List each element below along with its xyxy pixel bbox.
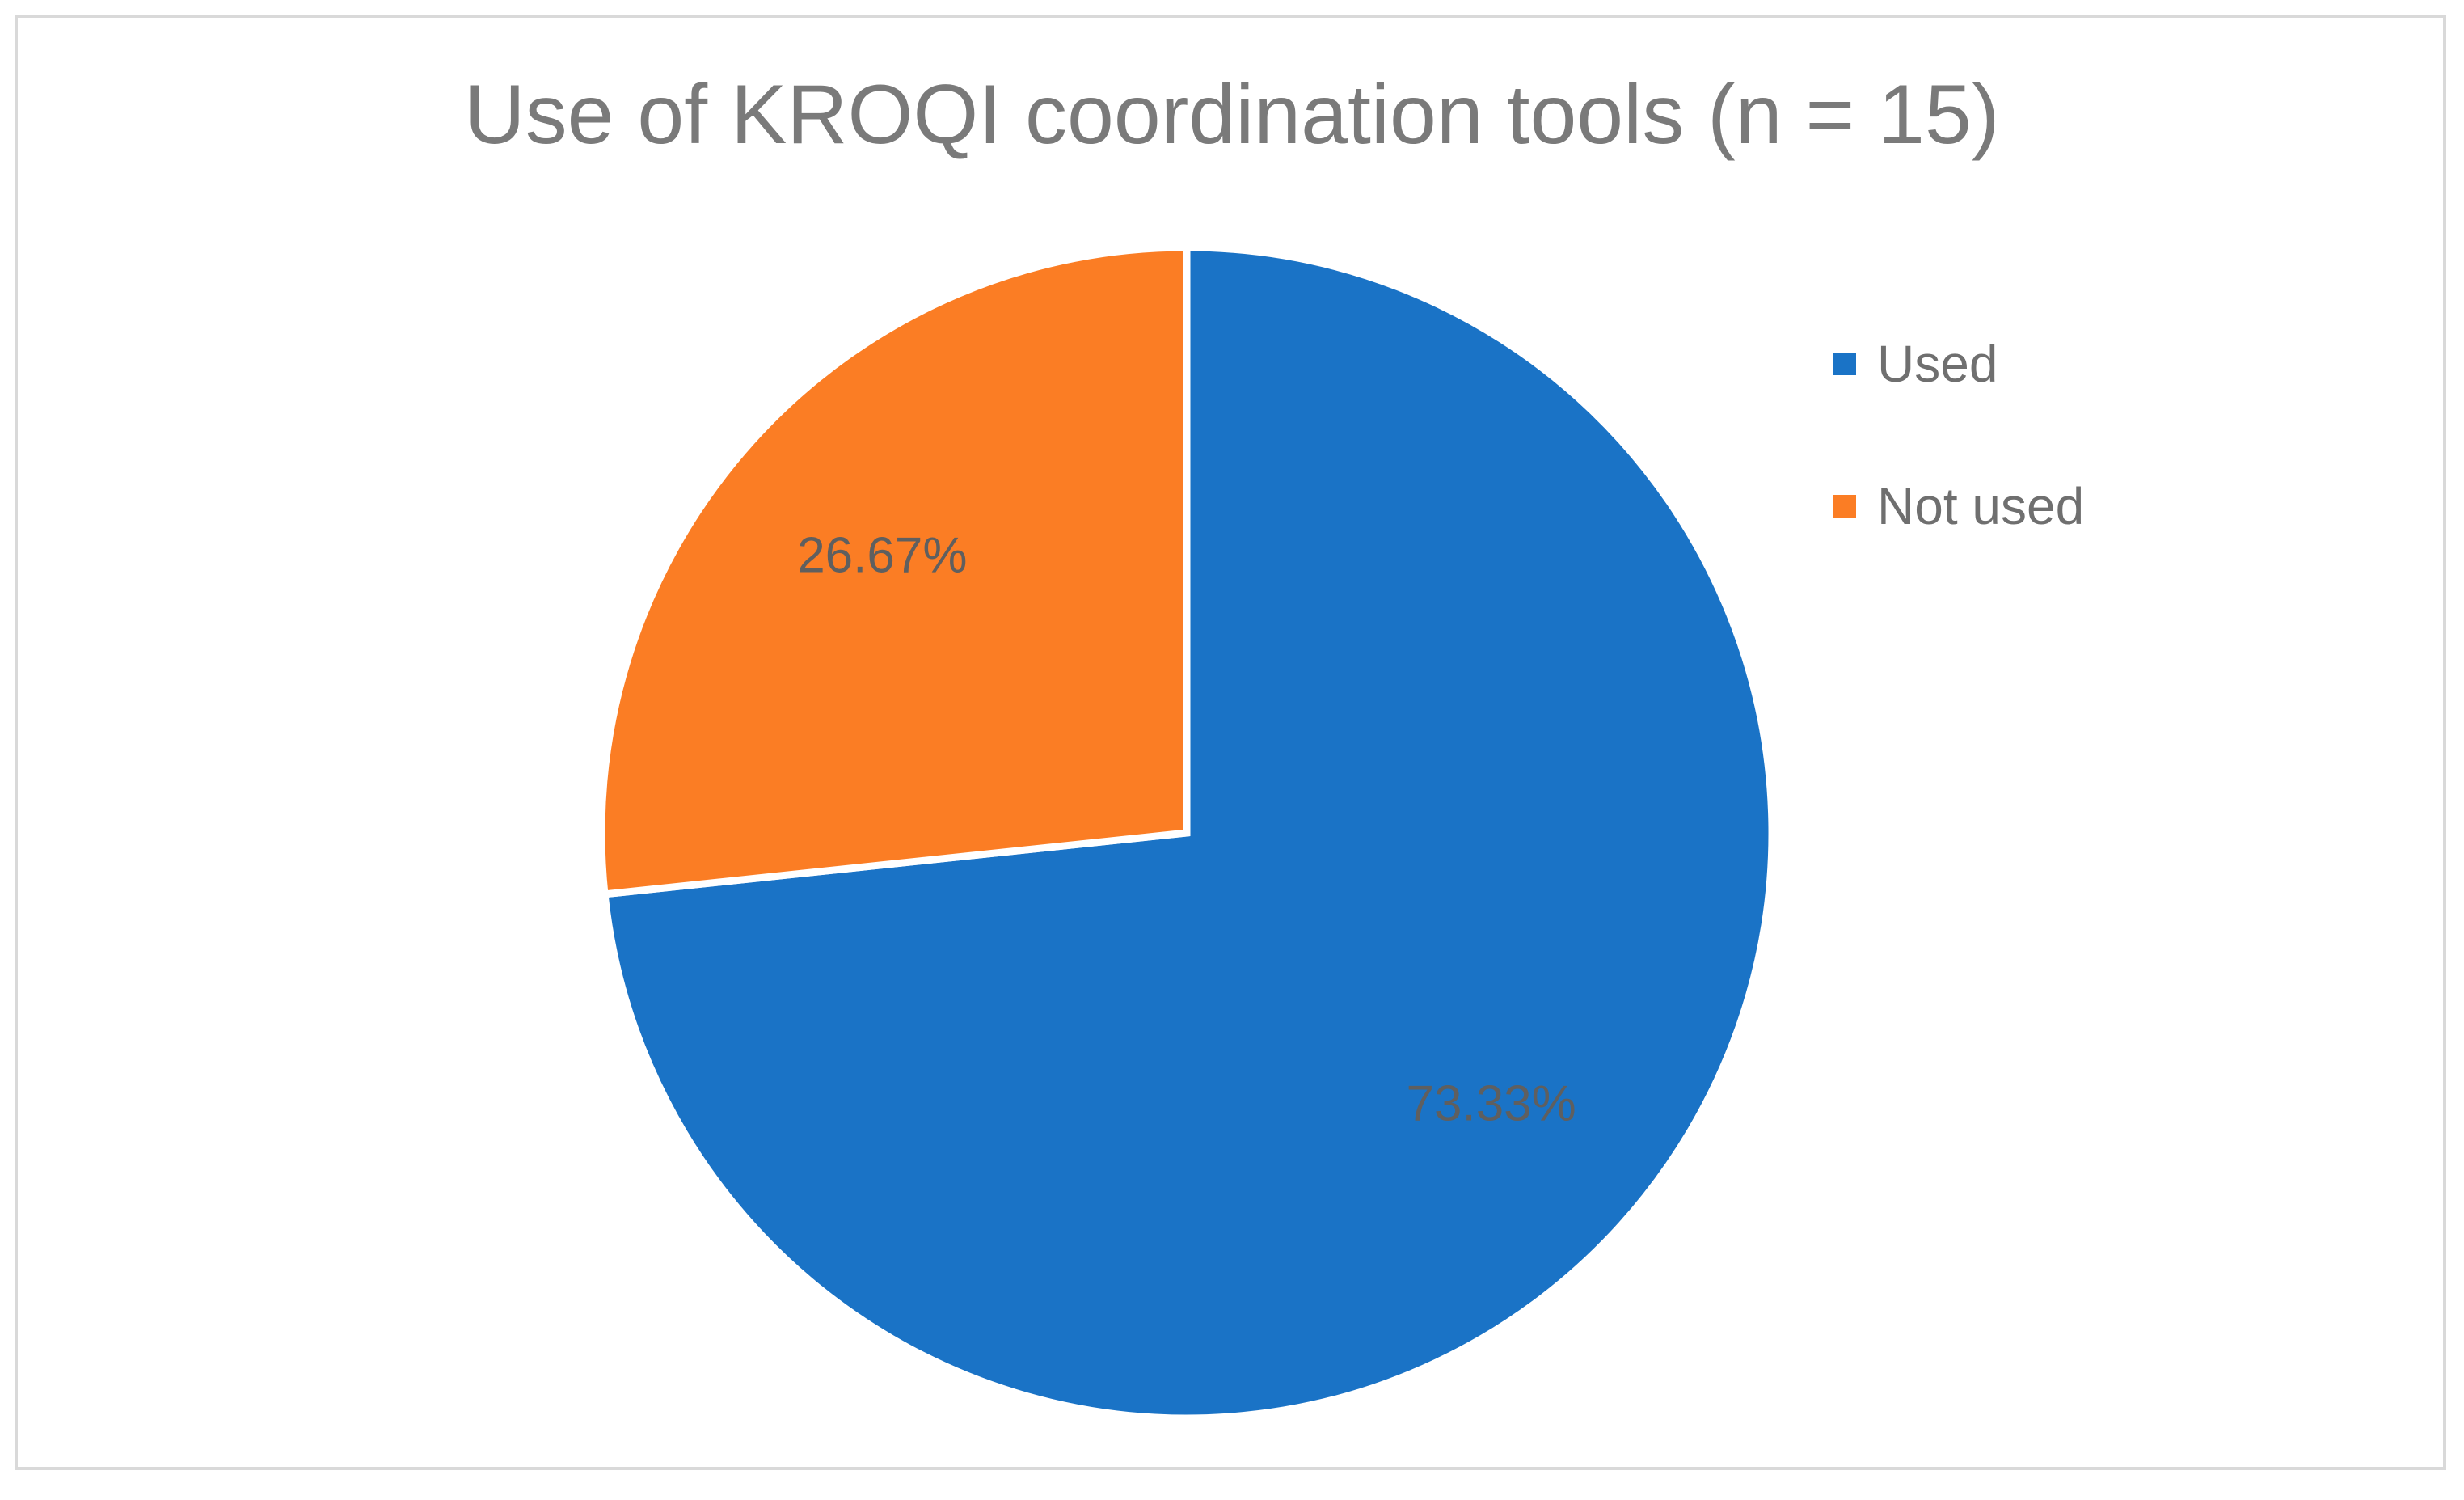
data-label-used: 73.33% <box>1407 1075 1576 1131</box>
chart-title: Use of KROQI coordination tools (n = 15) <box>464 68 2000 162</box>
legend-label-used: Used <box>1877 335 1998 393</box>
pie-slice-not-used[interactable] <box>597 243 1191 898</box>
legend-swatch-not-used <box>1833 495 1856 518</box>
legend-label-not-used: Not used <box>1877 477 2085 535</box>
legend-item-not-used[interactable]: Not used <box>1833 474 2084 539</box>
legend: Used Not used <box>1833 332 2084 616</box>
legend-item-used[interactable]: Used <box>1833 332 2084 396</box>
legend-swatch-used <box>1833 353 1856 375</box>
data-label-not-used: 26.67% <box>797 527 967 583</box>
